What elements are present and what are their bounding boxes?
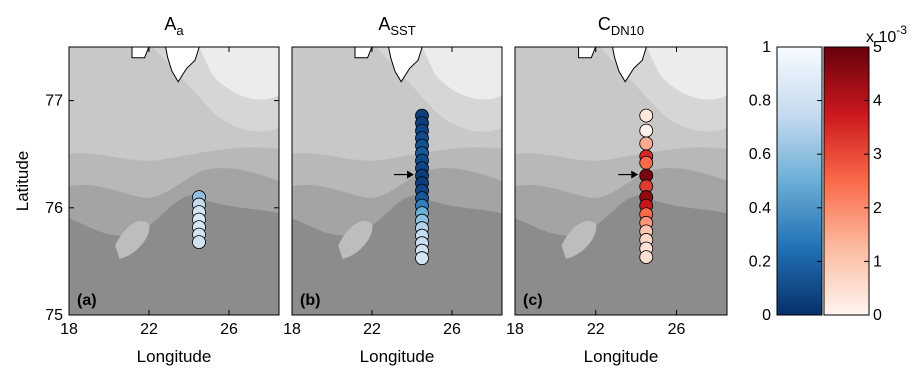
y-tick-label: 75 xyxy=(45,307,63,324)
colorbar-tick-label: 3 xyxy=(873,146,882,163)
panel-0-points xyxy=(192,190,206,250)
x-tick-label: 18 xyxy=(506,321,524,338)
panel-1-field xyxy=(292,47,502,315)
arrow-head-icon xyxy=(631,170,639,179)
colorbar-tick-label: 0 xyxy=(873,307,882,324)
x-tick-label: 18 xyxy=(283,321,301,338)
panel-0-field xyxy=(69,47,279,315)
field-high xyxy=(199,47,279,100)
arrow-head-icon xyxy=(407,170,414,179)
colorbar-tick-label: 0.8 xyxy=(749,93,771,110)
x-axis-label: Longitude xyxy=(360,347,435,366)
land-outline xyxy=(578,47,597,59)
land-outline xyxy=(611,47,647,83)
panel-title: Aa xyxy=(164,14,184,38)
x-tick-label: 26 xyxy=(668,321,686,338)
data-point xyxy=(415,251,429,266)
panel-label: (a) xyxy=(77,292,97,309)
y-axis-label: Latitude xyxy=(13,151,32,212)
colorbar-blues xyxy=(776,46,823,316)
x-axis-label: Longitude xyxy=(137,347,212,366)
land-outline xyxy=(131,47,150,59)
x-tick-label: 26 xyxy=(443,321,461,338)
field-high xyxy=(646,47,727,100)
colorbar-tick-label: 4 xyxy=(873,93,882,110)
x-axis-label: Longitude xyxy=(584,347,659,366)
panel-2-points xyxy=(639,108,654,265)
colorbar-tick-label: 0 xyxy=(762,307,771,324)
data-point xyxy=(639,155,654,170)
colorbar-tick-label: 5 xyxy=(873,39,882,56)
panel-label: (c) xyxy=(523,292,543,309)
y-tick-label: 76 xyxy=(45,200,63,217)
data-point xyxy=(639,136,654,151)
colorbar-tick-label: 2 xyxy=(873,200,882,217)
data-point xyxy=(192,235,206,250)
land-outline xyxy=(388,47,423,83)
land-outline xyxy=(165,47,200,83)
panel-2-field xyxy=(515,47,727,315)
x-tick-label: 22 xyxy=(363,321,381,338)
data-point xyxy=(639,108,654,123)
colorbar-tick-label: 1 xyxy=(873,253,882,270)
colorbar-tick-label: 0.2 xyxy=(749,253,771,270)
panel-title: CDN10 xyxy=(598,14,644,38)
land-outline xyxy=(354,47,373,59)
x-tick-label: 26 xyxy=(220,321,238,338)
colorbar-tick-label: 0.6 xyxy=(749,146,771,163)
colorbar-tick-label: 1 xyxy=(762,39,771,56)
data-point xyxy=(639,250,654,265)
colorbar-tick-label: 0.4 xyxy=(749,200,771,217)
field-high xyxy=(422,47,502,100)
panel-title: ASST xyxy=(378,14,415,38)
plot-frame xyxy=(291,46,503,316)
data-point xyxy=(639,123,654,138)
field-patch xyxy=(338,220,373,259)
x-tick-label: 22 xyxy=(140,321,158,338)
colorbar-reds xyxy=(823,46,870,316)
field-patch xyxy=(561,220,597,259)
y-tick-label: 77 xyxy=(45,93,63,110)
panel-label: (b) xyxy=(300,292,320,309)
plot-frame xyxy=(68,46,280,316)
x-tick-label: 22 xyxy=(587,321,605,338)
plot-frame xyxy=(514,46,728,316)
panel-1-points xyxy=(415,108,429,266)
colorbar-exponent: x 10-3 xyxy=(866,23,907,46)
field-patch xyxy=(115,220,150,259)
x-tick-label: 18 xyxy=(60,321,78,338)
